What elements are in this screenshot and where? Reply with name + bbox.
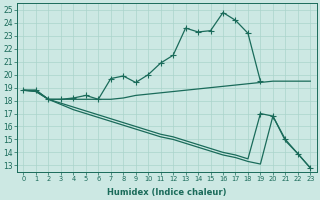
X-axis label: Humidex (Indice chaleur): Humidex (Indice chaleur) [107, 188, 227, 197]
